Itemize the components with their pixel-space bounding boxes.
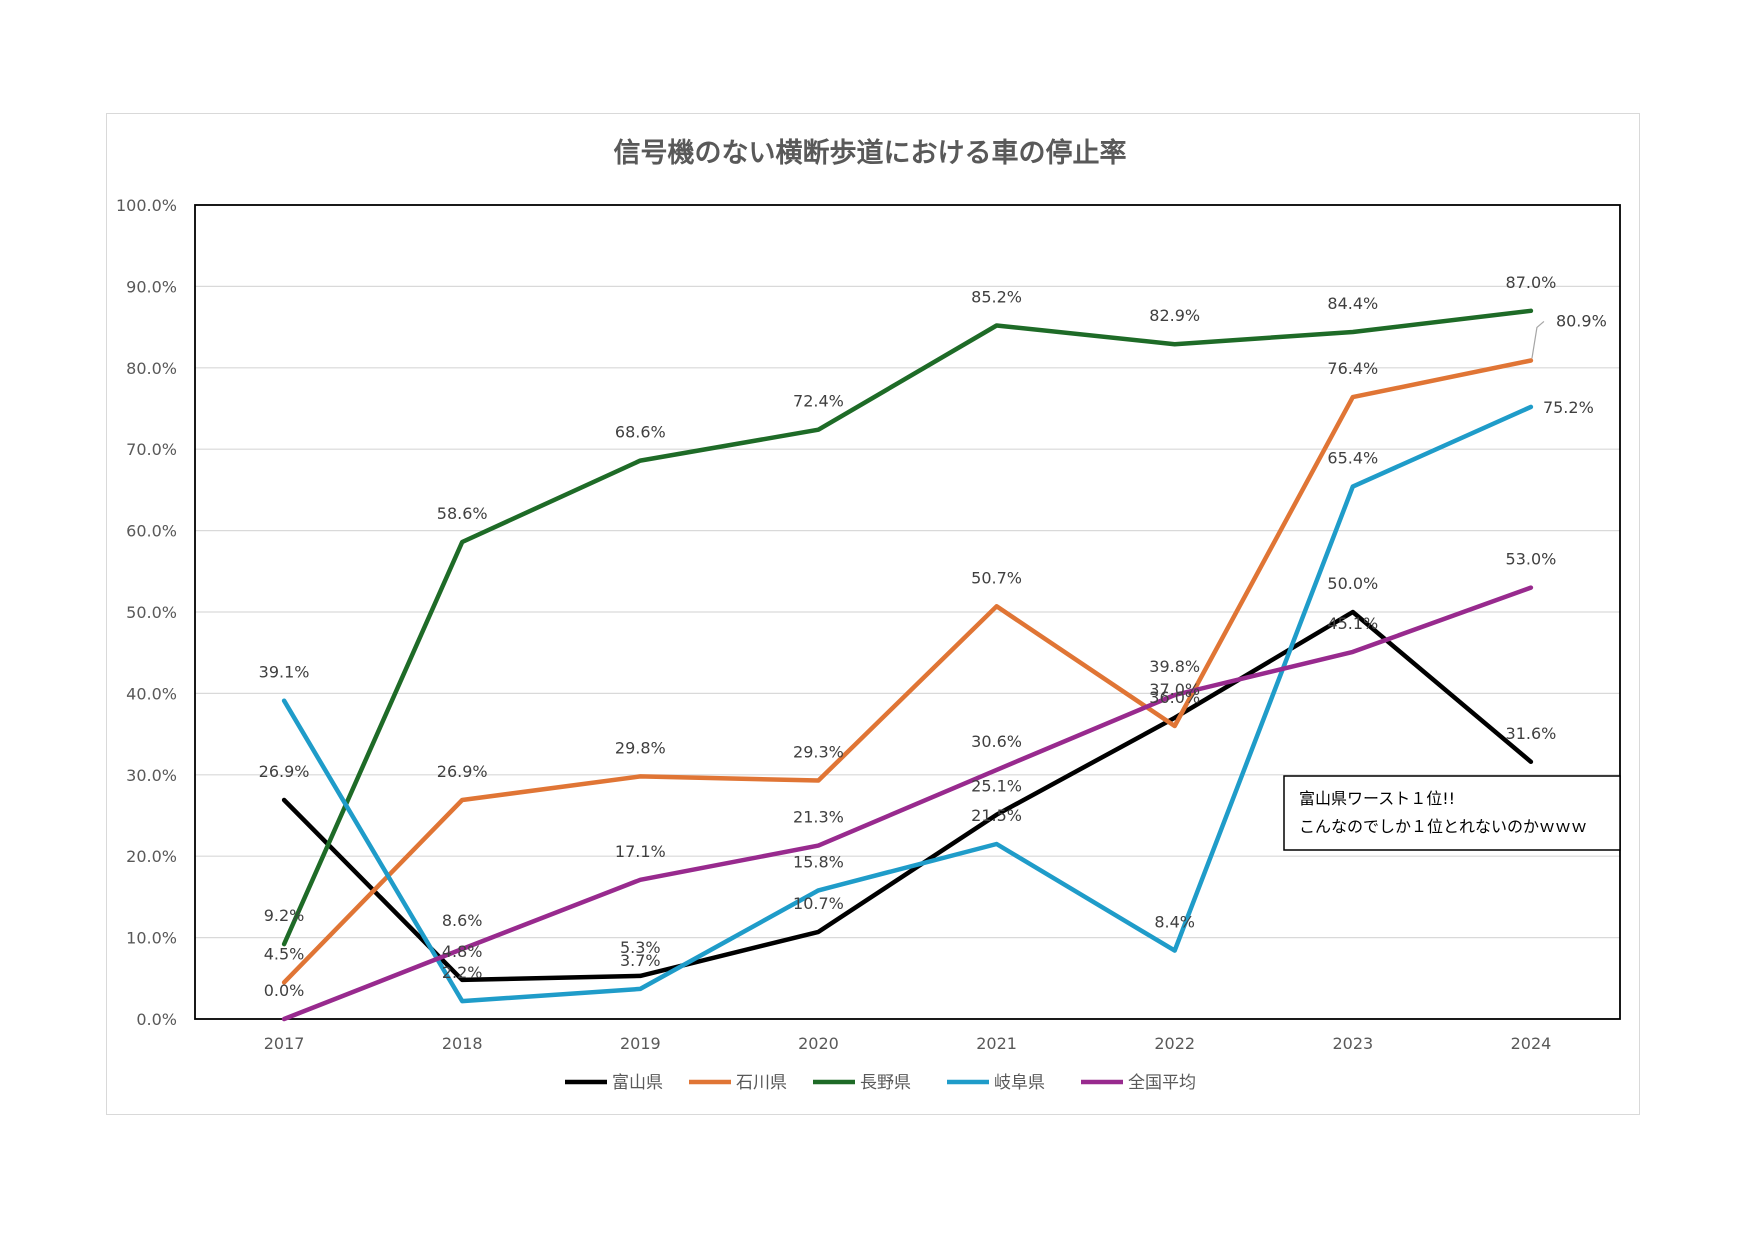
data-label: 72.4% — [793, 392, 844, 411]
grid-lines — [195, 285, 1620, 939]
data-label: 50.7% — [971, 568, 1022, 587]
axes: 0.0% 10.0% 20.0% 30.0% 40.0% 50.0% 60.0% 70.0% 8… — [116, 196, 1621, 1053]
series-line — [281, 404, 1534, 1004]
series-line — [281, 609, 1534, 983]
chart-frame — [106, 113, 1640, 1115]
data-label: 17.1% — [615, 842, 666, 861]
y-tick-label: 90.0% — [126, 277, 177, 296]
legend-label: 長野県 — [860, 1073, 911, 1093]
x-tick-label: 2024 — [1511, 1034, 1552, 1053]
data-label: 87.0% — [1506, 273, 1557, 292]
legend-label: 富山県 — [612, 1073, 663, 1093]
data-label: 8.6% — [442, 911, 483, 930]
data-label: 30.6% — [971, 732, 1022, 751]
data-label: 26.9% — [259, 762, 310, 781]
plot-area-border — [194, 204, 1621, 1020]
legend: 富山県 石川県 長野県 岐阜県 全国平均 — [565, 1073, 1196, 1093]
y-tick-label: 40.0% — [126, 684, 177, 703]
data-label: 21.5% — [971, 806, 1022, 825]
x-tick-label: 2017 — [264, 1034, 305, 1053]
data-label: 0.0% — [264, 981, 305, 1000]
x-tick-label: 2023 — [1332, 1034, 1373, 1053]
x-tick-label: 2021 — [976, 1034, 1017, 1053]
series-line — [281, 308, 1534, 947]
data-label: 84.4% — [1327, 294, 1378, 313]
legend-label: 全国平均 — [1128, 1073, 1196, 1093]
data-label: 53.0% — [1506, 550, 1557, 569]
data-label: 68.6% — [615, 423, 666, 442]
series-lines — [281, 308, 1534, 1022]
data-label: 75.2% — [1543, 398, 1594, 417]
chart-title: 信号機のない横断歩道における車の停止率 — [614, 137, 1127, 169]
data-label: 80.9% — [1556, 311, 1607, 330]
annotation-frame — [1283, 775, 1621, 851]
y-tick-label: 20.0% — [126, 847, 177, 866]
x-tick-label: 2022 — [1154, 1034, 1195, 1053]
data-label: 58.6% — [437, 504, 488, 523]
data-label: 15.8% — [793, 852, 844, 871]
legend-label: 岐阜県 — [994, 1073, 1045, 1093]
y-tick-label: 60.0% — [126, 522, 177, 541]
data-label: 9.2% — [264, 906, 305, 925]
data-labels: 26.9% 4.8% 5.3% 10.7% 25.1% 37.0% 50.0% 31.6% 4.… — [259, 273, 1607, 1000]
data-label: 26.9% — [437, 762, 488, 781]
annotation-line: こんなのでしか１位とれないのかｗｗｗ — [1299, 817, 1587, 836]
data-label: 85.2% — [971, 287, 1022, 306]
data-label: 2.2% — [442, 963, 483, 982]
data-label: 29.8% — [615, 738, 666, 757]
y-tick-label: 100.0% — [116, 196, 177, 215]
data-label: 36.0% — [1149, 688, 1200, 707]
series-line — [281, 358, 1534, 985]
data-label: 76.4% — [1327, 359, 1378, 378]
data-label: 4.8% — [442, 942, 483, 961]
series-line — [281, 585, 1534, 1022]
data-label: 8.4% — [1154, 913, 1195, 932]
data-label: 29.3% — [793, 742, 844, 761]
y-tick-label: 0.0% — [136, 1010, 177, 1029]
data-label: 5.3% — [620, 938, 661, 957]
y-tick-label: 50.0% — [126, 603, 177, 622]
data-label: 39.1% — [259, 663, 310, 682]
data-label: 4.5% — [264, 944, 305, 963]
y-tick-label: 70.0% — [126, 440, 177, 459]
data-label: 65.4% — [1327, 449, 1378, 468]
leader-line — [1531, 321, 1545, 359]
legend-label: 石川県 — [736, 1073, 787, 1093]
y-tick-label: 80.0% — [126, 359, 177, 378]
annotation-box: 富山県ワースト１位!! こんなのでしか１位とれないのかｗｗｗ — [1283, 775, 1621, 851]
x-tick-label: 2019 — [620, 1034, 661, 1053]
annotation-line: 富山県ワースト１位!! — [1299, 789, 1455, 808]
data-label: 31.6% — [1506, 724, 1557, 743]
x-tick-label: 2018 — [442, 1034, 483, 1053]
data-label: 10.7% — [793, 894, 844, 913]
data-label: 3.7% — [620, 951, 661, 970]
data-label: 25.1% — [971, 777, 1022, 796]
y-tick-label: 30.0% — [126, 766, 177, 785]
data-label: 39.8% — [1149, 657, 1200, 676]
data-label: 21.3% — [793, 808, 844, 827]
data-label: 82.9% — [1149, 306, 1200, 325]
x-tick-label: 2020 — [798, 1034, 839, 1053]
data-label: 50.0% — [1327, 574, 1378, 593]
y-tick-label: 10.0% — [126, 929, 177, 948]
data-label: 37.0% — [1149, 680, 1200, 699]
data-label: 45.1% — [1327, 614, 1378, 633]
